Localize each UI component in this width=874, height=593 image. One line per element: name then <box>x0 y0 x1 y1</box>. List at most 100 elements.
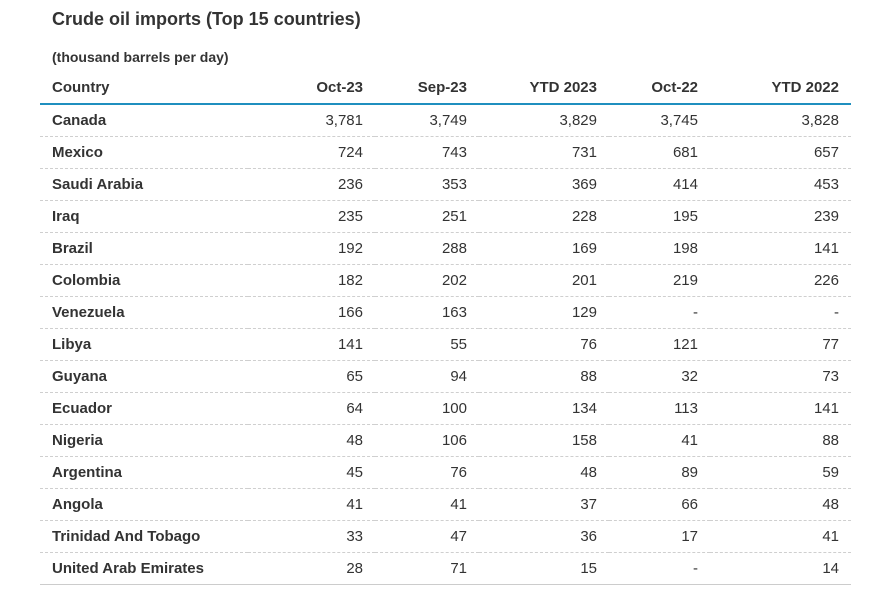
country-cell: Angola <box>40 488 248 521</box>
column-header-ytd-2023: YTD 2023 <box>479 72 609 105</box>
table-row: Ecuador 64 100 134 113 141 <box>40 392 851 425</box>
table-row: Saudi Arabia 236 353 369 414 453 <box>40 168 851 201</box>
value-cell: 65 <box>248 360 375 393</box>
column-header-oct-23: Oct-23 <box>248 72 375 105</box>
table-row: Canada 3,781 3,749 3,829 3,745 3,828 <box>40 104 851 137</box>
value-cell: 169 <box>479 232 609 265</box>
value-cell: 192 <box>248 232 375 265</box>
value-cell: 94 <box>375 360 479 393</box>
country-cell: United Arab Emirates <box>40 552 248 585</box>
value-cell: 71 <box>375 552 479 585</box>
value-cell: 3,829 <box>479 104 609 137</box>
value-cell: 681 <box>609 136 710 169</box>
value-cell: 76 <box>375 456 479 489</box>
value-cell: 198 <box>609 232 710 265</box>
value-cell: 251 <box>375 200 479 233</box>
country-cell: Mexico <box>40 136 248 169</box>
country-cell: Canada <box>40 104 248 137</box>
value-cell: - <box>710 296 851 329</box>
value-cell: 201 <box>479 264 609 297</box>
value-cell: - <box>609 552 710 585</box>
value-cell: 226 <box>710 264 851 297</box>
value-cell: 3,749 <box>375 104 479 137</box>
value-cell: 37 <box>479 488 609 521</box>
country-cell: Ecuador <box>40 392 248 425</box>
value-cell: 453 <box>710 168 851 201</box>
column-header-sep-23: Sep-23 <box>375 72 479 105</box>
value-cell: - <box>609 296 710 329</box>
value-cell: 41 <box>609 424 710 457</box>
value-cell: 41 <box>710 520 851 553</box>
value-cell: 3,781 <box>248 104 375 137</box>
value-cell: 141 <box>710 232 851 265</box>
value-cell: 288 <box>375 232 479 265</box>
value-cell: 121 <box>609 328 710 361</box>
value-cell: 48 <box>479 456 609 489</box>
value-cell: 166 <box>248 296 375 329</box>
country-cell: Libya <box>40 328 248 361</box>
country-cell: Saudi Arabia <box>40 168 248 201</box>
table-row: Angola 41 41 37 66 48 <box>40 488 851 521</box>
value-cell: 202 <box>375 264 479 297</box>
value-cell: 219 <box>609 264 710 297</box>
value-cell: 32 <box>609 360 710 393</box>
country-cell: Trinidad And Tobago <box>40 520 248 553</box>
value-cell: 134 <box>479 392 609 425</box>
value-cell: 731 <box>479 136 609 169</box>
country-cell: Venezuela <box>40 296 248 329</box>
table-title: Crude oil imports (Top 15 countries) <box>52 9 361 29</box>
value-cell: 228 <box>479 200 609 233</box>
value-cell: 163 <box>375 296 479 329</box>
value-cell: 17 <box>609 520 710 553</box>
table-body: Canada 3,781 3,749 3,829 3,745 3,828 Mexico 724… <box>40 104 851 585</box>
value-cell: 195 <box>609 200 710 233</box>
value-cell: 59 <box>710 456 851 489</box>
value-cell: 724 <box>248 136 375 169</box>
value-cell: 158 <box>479 424 609 457</box>
value-cell: 106 <box>375 424 479 457</box>
value-cell: 47 <box>375 520 479 553</box>
value-cell: 64 <box>248 392 375 425</box>
value-cell: 36 <box>479 520 609 553</box>
value-cell: 239 <box>710 200 851 233</box>
value-cell: 48 <box>248 424 375 457</box>
value-cell: 41 <box>375 488 479 521</box>
table-row: Libya 141 55 76 121 77 <box>40 328 851 361</box>
table-row: Guyana 65 94 88 32 73 <box>40 360 851 393</box>
column-header-country: Country <box>40 72 248 105</box>
value-cell: 33 <box>248 520 375 553</box>
table-row: Mexico 724 743 731 681 657 <box>40 136 851 169</box>
value-cell: 88 <box>479 360 609 393</box>
value-cell: 113 <box>609 392 710 425</box>
table-subtitle: (thousand barrels per day) <box>52 49 229 65</box>
table-row: Venezuela 166 163 129- - <box>40 296 851 329</box>
value-cell: 3,828 <box>710 104 851 137</box>
value-cell: 369 <box>479 168 609 201</box>
value-cell: 353 <box>375 168 479 201</box>
country-cell: Nigeria <box>40 424 248 457</box>
value-cell: 3,745 <box>609 104 710 137</box>
value-cell: 76 <box>479 328 609 361</box>
value-cell: 236 <box>248 168 375 201</box>
table-row: Brazil 192 288 169 198 141 <box>40 232 851 265</box>
column-header-oct-22: Oct-22 <box>609 72 710 105</box>
value-cell: 48 <box>710 488 851 521</box>
value-cell: 100 <box>375 392 479 425</box>
value-cell: 28 <box>248 552 375 585</box>
value-cell: 15 <box>479 552 609 585</box>
table-row: Trinidad And Tobago 33 47 36 17 41 <box>40 520 851 553</box>
value-cell: 141 <box>248 328 375 361</box>
country-cell: Brazil <box>40 232 248 265</box>
value-cell: 657 <box>710 136 851 169</box>
value-cell: 414 <box>609 168 710 201</box>
table-row: Nigeria 48 106 158 41 88 <box>40 424 851 457</box>
country-cell: Guyana <box>40 360 248 393</box>
value-cell: 89 <box>609 456 710 489</box>
value-cell: 182 <box>248 264 375 297</box>
value-cell: 55 <box>375 328 479 361</box>
value-cell: 743 <box>375 136 479 169</box>
value-cell: 141 <box>710 392 851 425</box>
country-cell: Argentina <box>40 456 248 489</box>
table-row: Colombia 182 202 201 219 226 <box>40 264 851 297</box>
country-cell: Colombia <box>40 264 248 297</box>
